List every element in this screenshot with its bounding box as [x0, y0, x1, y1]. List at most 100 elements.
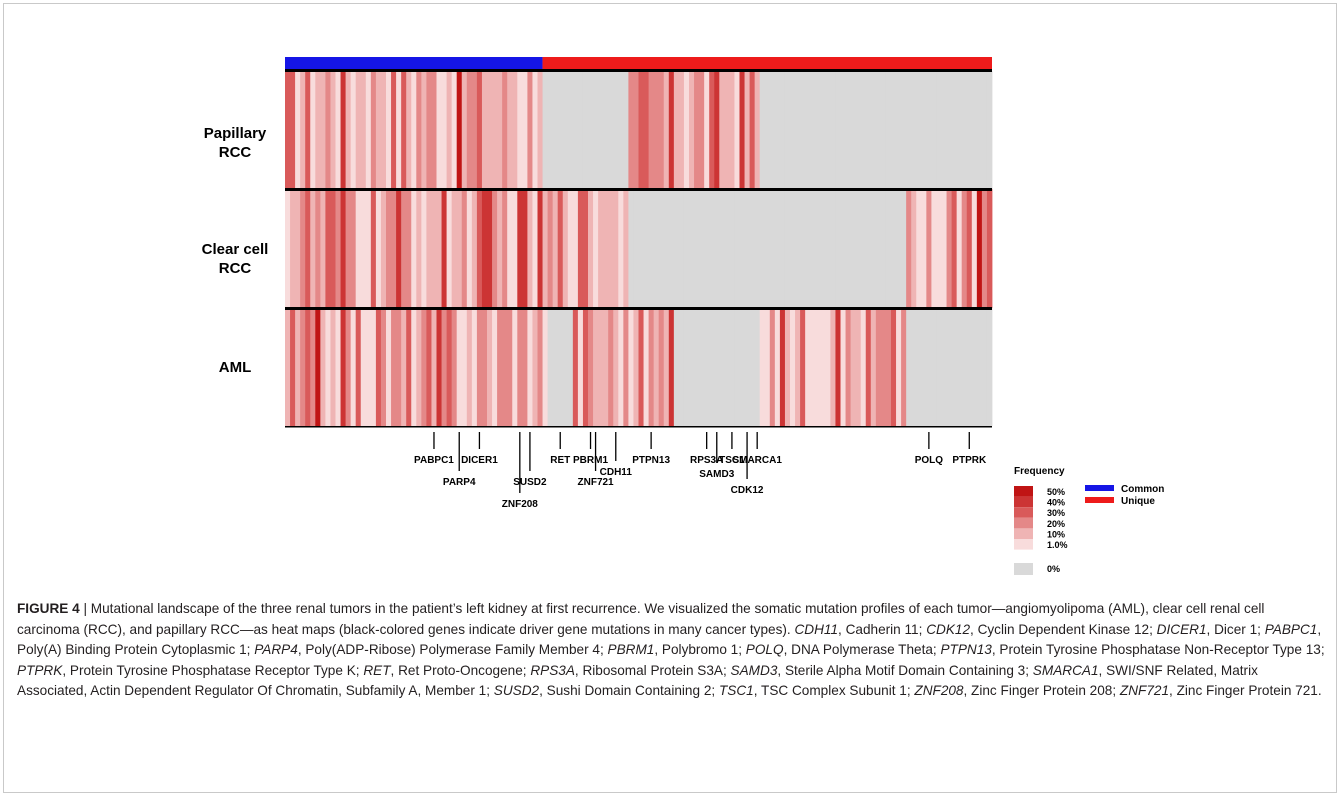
heatmap-cell — [416, 308, 422, 426]
heatmap-cell — [487, 189, 493, 308]
heatmap-cell — [461, 71, 468, 189]
heatmap-cell — [391, 71, 397, 189]
heatmap-cell — [966, 71, 973, 189]
heatmap-cell — [441, 308, 447, 426]
heatmap-cell — [643, 189, 649, 308]
heatmap-cell — [446, 189, 453, 308]
heatmap-cell — [921, 189, 927, 308]
heatmap-cell — [375, 71, 382, 189]
heatmap-cell — [416, 189, 422, 308]
heatmap-cell — [411, 189, 417, 308]
heatmap-cell — [522, 308, 528, 426]
caption-text: , Poly(ADP-Ribose) Polymerase Family Mem… — [297, 642, 608, 658]
caption-gene-symbol: PARP4 — [254, 642, 298, 658]
heatmap-cell — [810, 308, 816, 426]
heatmap-cell — [613, 189, 619, 308]
caption-text: , Zinc Finger Protein 721. — [1169, 683, 1322, 699]
heatmap-cell — [744, 308, 750, 426]
caption-gene-symbol: CDH11 — [794, 621, 839, 637]
heatmap-cell — [406, 189, 412, 308]
legend-frequency-label: 50% — [1047, 487, 1065, 497]
heatmap-cell — [784, 189, 791, 308]
heatmap-cell — [502, 308, 508, 426]
gene-label: TSC1 — [719, 455, 745, 466]
gene-label: CDH11 — [600, 467, 633, 478]
legend-frequency-label: 40% — [1047, 498, 1065, 508]
heatmap-cell — [572, 308, 579, 426]
caption-gene-symbol: ZNF721 — [1119, 683, 1170, 699]
heatmap-cell — [577, 308, 584, 426]
heatmap-cell — [961, 308, 968, 426]
heatmap-cell — [779, 189, 786, 308]
heatmap-cell — [986, 71, 993, 189]
heatmap-cell — [588, 308, 594, 426]
caption-text: , DNA Polymerase Theta; — [783, 642, 941, 658]
legend-frequency-swatch — [1014, 507, 1033, 518]
heatmap-cell — [815, 308, 821, 426]
heatmap-cell — [926, 308, 932, 426]
heatmap-cell — [790, 189, 796, 308]
heatmap-cell — [633, 189, 639, 308]
heatmap-cell — [335, 308, 341, 426]
heatmap-cell — [875, 189, 882, 308]
heatmap-cell — [936, 308, 942, 426]
heatmap-cell — [754, 71, 761, 189]
heatmap-cell — [845, 189, 851, 308]
heatmap-cell — [315, 189, 321, 308]
heatmap-cell — [860, 308, 867, 426]
heatmap-cell — [386, 308, 392, 426]
legend-frequency-swatch — [1014, 486, 1033, 497]
heatmap-cell — [562, 71, 569, 189]
row-label-aml: AML — [165, 358, 305, 377]
heatmap-cell — [547, 189, 554, 308]
row-label-line: AML — [218, 359, 252, 376]
heatmap-cell — [572, 189, 579, 308]
heatmap-cell — [396, 189, 402, 308]
heatmap-cell — [446, 71, 453, 189]
heatmap-cell — [739, 308, 745, 426]
heatmap-cell — [971, 189, 978, 308]
heatmap-cell — [567, 71, 574, 189]
heatmap-cell — [436, 308, 442, 426]
figure-caption: FIGURE 4 | Mutational landscape of the t… — [17, 599, 1327, 702]
heatmap-cell — [946, 308, 952, 426]
heatmap-cell — [946, 189, 952, 308]
gene-label: DICER1 — [461, 455, 498, 466]
heatmap-cell — [370, 189, 377, 308]
heatmap-cell — [896, 308, 902, 426]
legend-frequency-swatch — [1014, 528, 1033, 539]
heatmap-cell — [638, 71, 644, 189]
heatmap-cell — [517, 308, 523, 426]
heatmap-cell — [729, 189, 735, 308]
heatmap-cell — [391, 308, 397, 426]
heatmap-cell — [623, 189, 629, 308]
heatmap-cell — [633, 308, 639, 426]
gene-label: PARP4 — [443, 477, 476, 488]
heatmap-cell — [749, 71, 756, 189]
heatmap-cell — [810, 71, 816, 189]
caption-text: , Protein Tyrosine Phosphatase Non-Recep… — [991, 642, 1325, 658]
caption-text: , TSC Complex Subunit 1; — [753, 683, 915, 699]
legend-frequency-title: Frequency — [1014, 466, 1065, 477]
heatmap-cell — [926, 71, 932, 189]
heatmap-cell — [330, 308, 336, 426]
heatmap-cell — [709, 71, 715, 189]
heatmap-cell — [310, 71, 316, 189]
heatmap-cell — [678, 189, 685, 308]
heatmap-cell — [628, 71, 634, 189]
heatmap-cell — [683, 189, 690, 308]
heatmap-cell — [431, 308, 437, 426]
heatmap-cell — [577, 71, 584, 189]
heatmap-cell — [764, 71, 771, 189]
heatmap-cell — [714, 71, 720, 189]
heatmap-cell — [532, 189, 538, 308]
heatmap-cell — [668, 189, 675, 308]
heatmap-cell — [345, 71, 352, 189]
heatmap-cell — [598, 71, 604, 189]
caption-text: , Poly(A) Binding Protein Cytoplasmic 1; — [17, 621, 1322, 658]
heatmap-cell — [497, 71, 503, 189]
heatmap-cell — [835, 189, 841, 308]
heatmap-cell — [401, 71, 407, 189]
heatmap-cell — [325, 189, 331, 308]
